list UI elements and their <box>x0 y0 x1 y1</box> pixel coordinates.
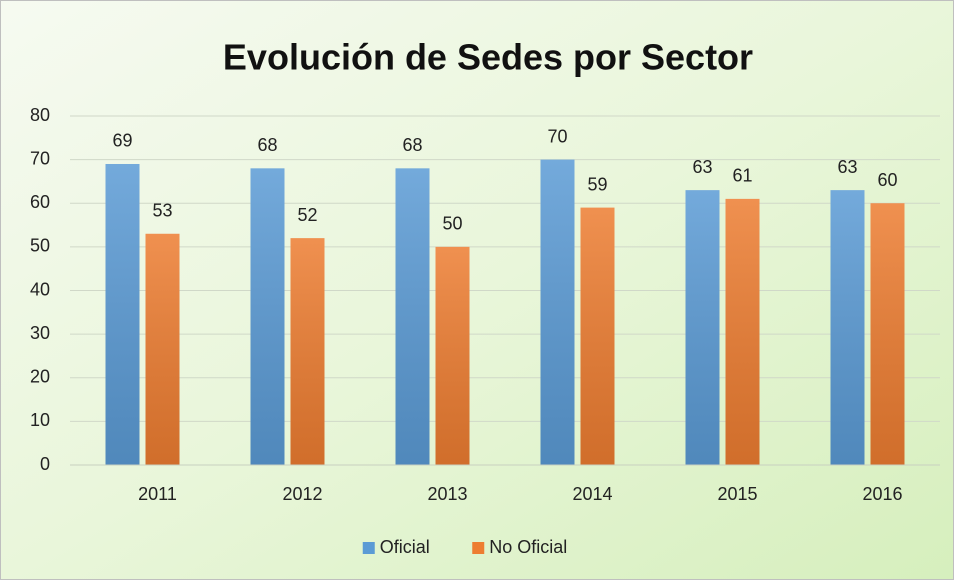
data-label: 53 <box>152 201 172 221</box>
data-label: 68 <box>257 135 277 155</box>
x-tick-label: 2015 <box>717 484 757 504</box>
x-tick-label: 2014 <box>572 484 612 504</box>
bar <box>290 238 325 465</box>
data-label: 50 <box>442 214 462 234</box>
y-tick-label: 60 <box>30 192 50 212</box>
bar <box>725 198 760 465</box>
bar <box>830 190 865 465</box>
data-label: 70 <box>547 126 567 146</box>
bar <box>685 190 720 465</box>
data-label: 63 <box>837 157 857 177</box>
x-tick-label: 2011 <box>138 484 177 504</box>
bar <box>435 246 470 465</box>
data-label: 59 <box>587 174 607 194</box>
y-tick-label: 0 <box>40 454 50 474</box>
chart-title: Evolución de Sedes por Sector <box>223 37 753 78</box>
data-label: 60 <box>877 170 897 190</box>
legend-label: No Oficial <box>489 537 567 557</box>
y-tick-label: 70 <box>30 148 50 168</box>
y-tick-label: 50 <box>30 236 50 256</box>
legend-label: Oficial <box>380 537 430 557</box>
data-label: 52 <box>297 205 317 225</box>
bar <box>580 207 615 466</box>
bar <box>540 159 575 465</box>
y-tick-label: 40 <box>30 279 50 299</box>
y-tick-label: 20 <box>30 367 50 387</box>
bar <box>395 168 430 465</box>
data-label: 61 <box>732 166 752 186</box>
legend-swatch <box>362 542 375 554</box>
bar <box>145 233 180 465</box>
data-label: 69 <box>112 131 132 151</box>
bar <box>870 203 905 465</box>
y-tick-label: 10 <box>30 410 50 430</box>
bar <box>250 168 285 465</box>
legend-swatch <box>472 542 485 554</box>
data-label: 63 <box>692 157 712 177</box>
y-tick-label: 80 <box>30 105 50 125</box>
data-label: 68 <box>402 135 422 155</box>
x-tick-label: 2016 <box>862 484 902 504</box>
bar <box>105 163 140 466</box>
x-tick-label: 2013 <box>427 484 467 504</box>
x-tick-label: 2012 <box>282 484 322 504</box>
y-tick-label: 30 <box>30 323 50 343</box>
